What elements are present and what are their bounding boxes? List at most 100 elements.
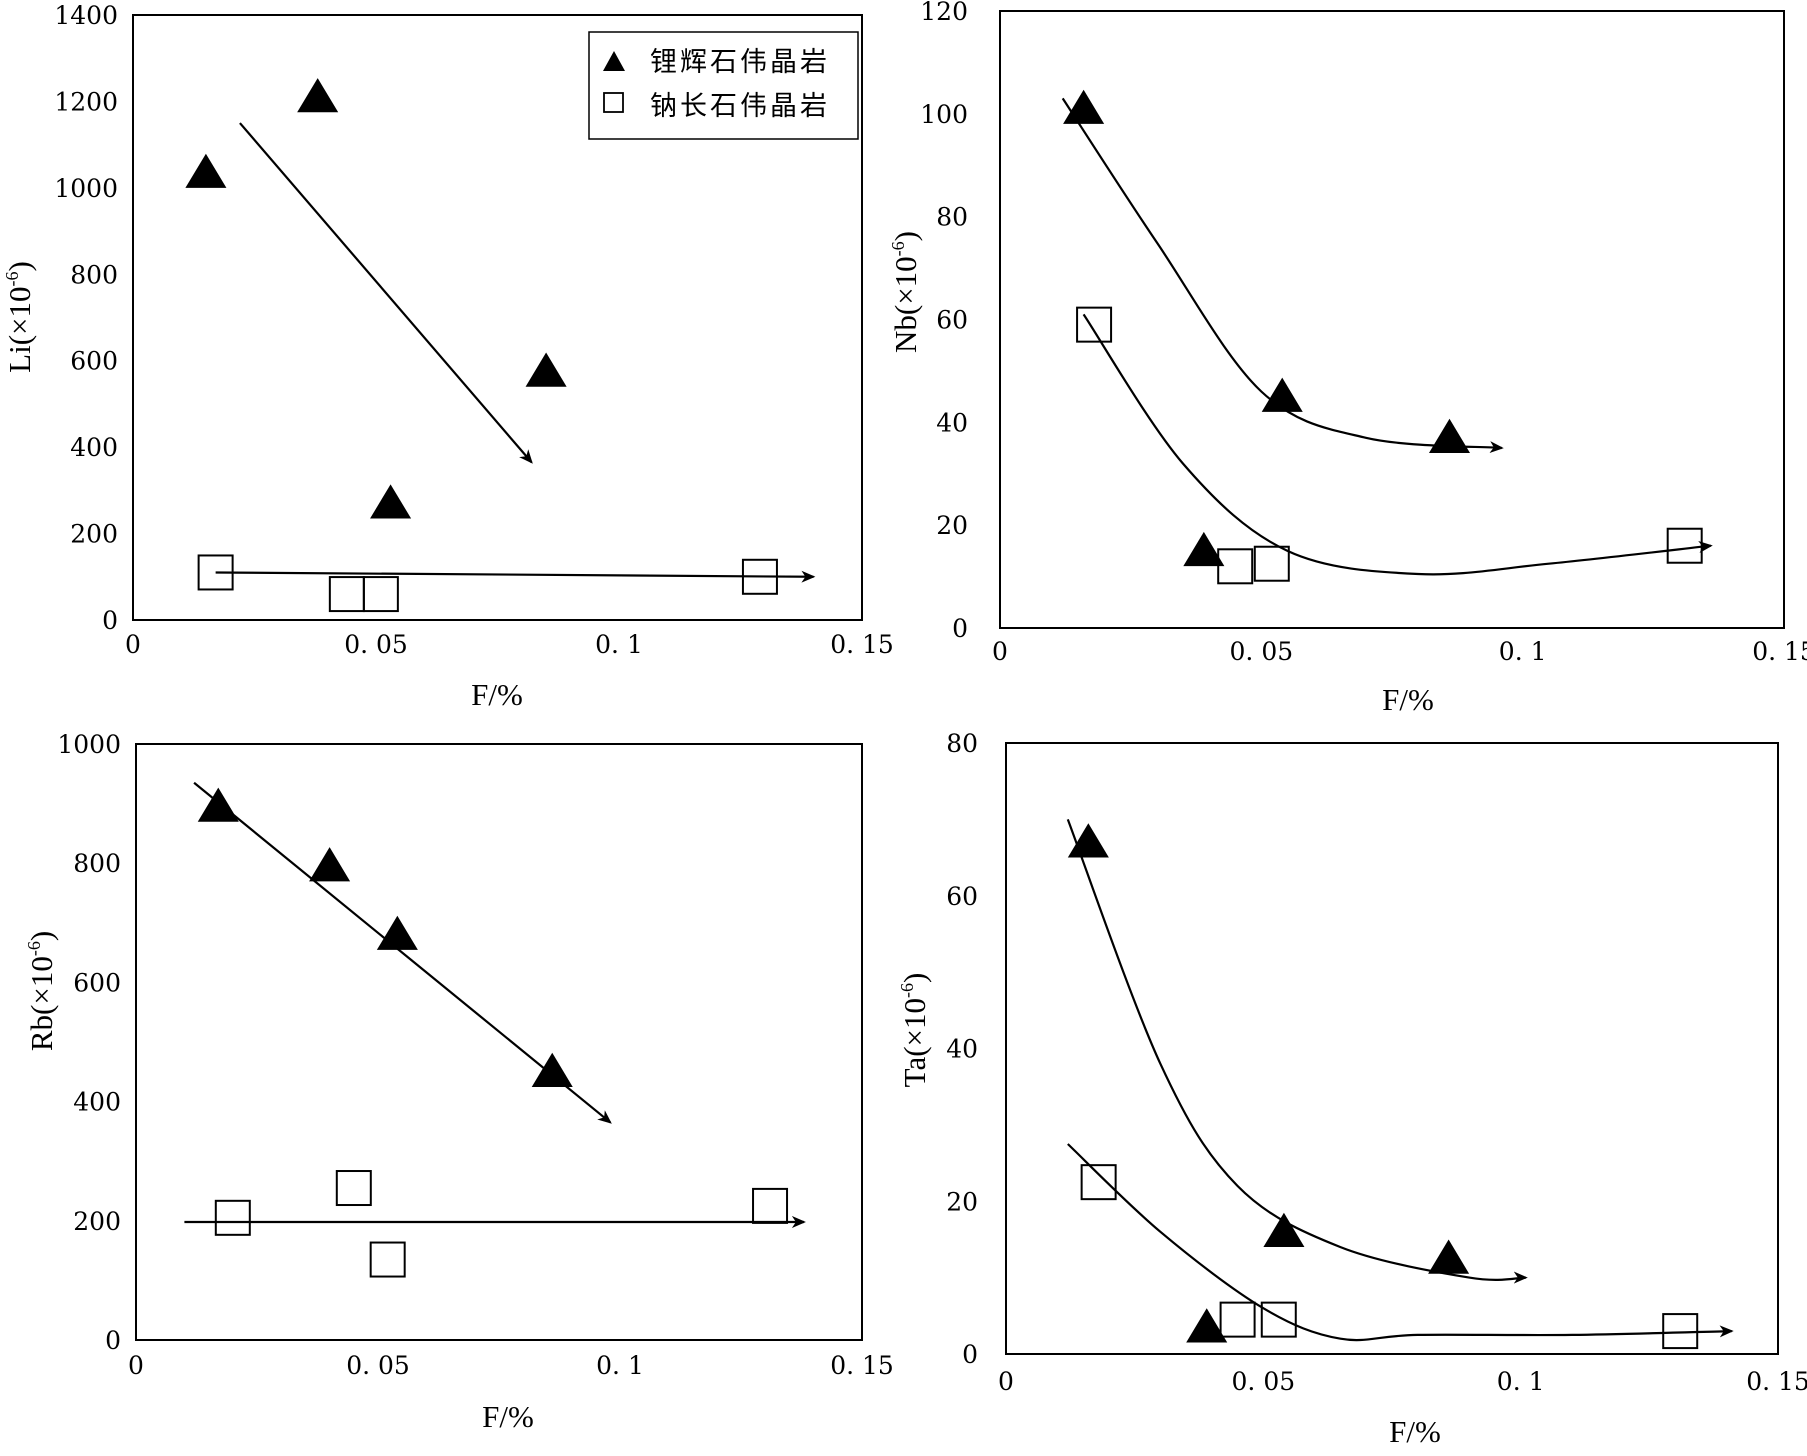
data-point-square xyxy=(369,1241,406,1278)
plot-frame xyxy=(132,14,863,621)
data-point-square xyxy=(1666,527,1703,564)
data-point-triangle xyxy=(531,1052,573,1087)
x-tick-label: 0. 05 xyxy=(1232,1367,1296,1396)
data-point-square xyxy=(741,558,778,595)
x-tick-label: 0. 05 xyxy=(346,1351,410,1380)
trend-arrow xyxy=(193,781,612,1124)
data-point-square xyxy=(1662,1313,1699,1350)
plot-frame xyxy=(999,10,1785,629)
x-tick-label: 0 xyxy=(125,630,141,659)
data-point-square xyxy=(214,1199,251,1236)
y-tick-label: 400 xyxy=(70,433,118,462)
chart-panel-ta: F/% Ta(×10-6) 0 0. 05 0. 1 0. 15 0 20 40 60 80 xyxy=(897,729,1807,1449)
y-tick-label: 200 xyxy=(73,1207,121,1236)
y-tick-label: 600 xyxy=(70,347,118,376)
data-point-triangle xyxy=(1428,1239,1470,1274)
trend-arrow xyxy=(239,122,533,464)
y-tick-label: 40 xyxy=(936,408,968,437)
x-axis-title: F/% xyxy=(1389,1414,1441,1449)
legend: 锂辉石伟晶岩 钠长石伟晶岩 xyxy=(588,31,859,140)
chart-panel-rb: F/% Rb(×10-6) 0 0. 05 0. 1 0. 15 0 200 400 600 8… xyxy=(24,730,894,1434)
plot-frame xyxy=(135,743,863,1341)
y-tick-label: 400 xyxy=(73,1088,121,1117)
data-point-square xyxy=(1260,1301,1297,1338)
y-tick-label: 200 xyxy=(70,520,118,549)
trend-arrow xyxy=(215,570,816,583)
data-point-square xyxy=(1253,545,1290,582)
y-axis-title: Li(×10-6) xyxy=(2,261,37,373)
data-point-triangle xyxy=(1063,89,1105,124)
data-point-square xyxy=(328,576,365,613)
x-tick-label: 0. 15 xyxy=(1746,1367,1807,1396)
data-point-square xyxy=(1080,1164,1117,1201)
y-tick-label: 0 xyxy=(952,614,968,643)
x-tick-label: 0. 1 xyxy=(1499,637,1547,666)
chart-panel-nb: F/% Nb(×10-6) 0 0. 05 0. 1 0. 15 0 20 40 60 80 10… xyxy=(888,0,1807,717)
x-tick-label: 0. 1 xyxy=(595,630,643,659)
x-tick-label: 0. 05 xyxy=(1230,637,1294,666)
y-tick-label: 40 xyxy=(946,1035,978,1064)
y-tick-label: 1400 xyxy=(54,1,118,30)
y-tick-label: 120 xyxy=(920,0,968,26)
y-tick-label: 0 xyxy=(105,1326,121,1355)
legend-marker-triangle xyxy=(603,51,625,71)
data-point-triangle xyxy=(525,352,567,387)
data-point-triangle xyxy=(1428,418,1471,453)
data-point-triangle xyxy=(1183,531,1225,567)
y-tick-label: 1200 xyxy=(54,87,118,116)
data-point-square xyxy=(1217,548,1254,585)
y-axis-title: Rb(×10-6) xyxy=(24,931,59,1051)
y-axis-title: Ta(×10-6) xyxy=(897,973,932,1088)
data-point-square xyxy=(1076,306,1113,343)
x-axis-title: F/% xyxy=(482,1399,534,1434)
x-tick-label: 0 xyxy=(128,1351,144,1380)
y-tick-label: 600 xyxy=(73,968,121,997)
data-point-triangle xyxy=(197,787,239,822)
data-point-triangle xyxy=(1186,1308,1228,1343)
y-tick-label: 20 xyxy=(946,1187,978,1216)
chart-panel-li: F/% Li(×10-6) 锂辉石伟晶岩 钠长石伟晶岩 0 0. 05 0. 1 0.… xyxy=(2,1,894,712)
x-tick-label: 0. 05 xyxy=(344,630,408,659)
y-axis-title: Nb(×10-6) xyxy=(888,231,923,353)
y-tick-label: 800 xyxy=(73,849,121,878)
y-tick-label: 80 xyxy=(946,729,978,758)
data-point-square xyxy=(362,576,399,613)
plot-frame xyxy=(1005,742,1779,1355)
legend-label-spodumene: 锂辉石伟晶岩 xyxy=(650,47,830,78)
y-tick-label: 100 xyxy=(920,100,968,129)
data-point-triangle xyxy=(309,847,351,882)
data-point-triangle xyxy=(297,78,339,113)
x-axis-title: F/% xyxy=(1382,682,1434,717)
trend-arrow xyxy=(1067,1143,1734,1342)
x-axis-title: F/% xyxy=(471,677,523,712)
data-point-triangle xyxy=(1263,1212,1305,1247)
x-tick-label: 0. 15 xyxy=(830,1351,894,1380)
x-tick-label: 0. 1 xyxy=(1497,1367,1545,1396)
x-tick-label: 0 xyxy=(992,637,1008,666)
y-tick-label: 80 xyxy=(936,203,968,232)
legend-label-albite: 钠长石伟晶岩 xyxy=(650,91,830,122)
data-point-triangle xyxy=(376,915,418,950)
data-point-square xyxy=(197,554,234,591)
trend-arrow xyxy=(1061,97,1504,454)
data-point-square xyxy=(752,1187,789,1224)
trend-arrow xyxy=(1066,819,1528,1284)
y-tick-label: 1000 xyxy=(54,174,118,203)
trend-arrow xyxy=(1082,313,1713,576)
data-point-square xyxy=(1219,1301,1256,1338)
y-tick-label: 800 xyxy=(70,260,118,289)
data-point-square xyxy=(335,1170,372,1207)
y-tick-label: 60 xyxy=(946,882,978,911)
legend-frame xyxy=(588,31,859,140)
y-tick-label: 0 xyxy=(102,606,118,635)
y-tick-label: 0 xyxy=(962,1340,978,1369)
y-tick-label: 20 xyxy=(936,511,968,540)
data-point-triangle xyxy=(1261,377,1303,412)
data-point-triangle xyxy=(1067,823,1109,858)
y-tick-label: 1000 xyxy=(57,730,121,759)
data-point-triangle xyxy=(370,484,412,519)
y-tick-label: 60 xyxy=(936,306,968,335)
x-tick-label: 0 xyxy=(998,1367,1014,1396)
x-tick-label: 0. 15 xyxy=(830,630,894,659)
